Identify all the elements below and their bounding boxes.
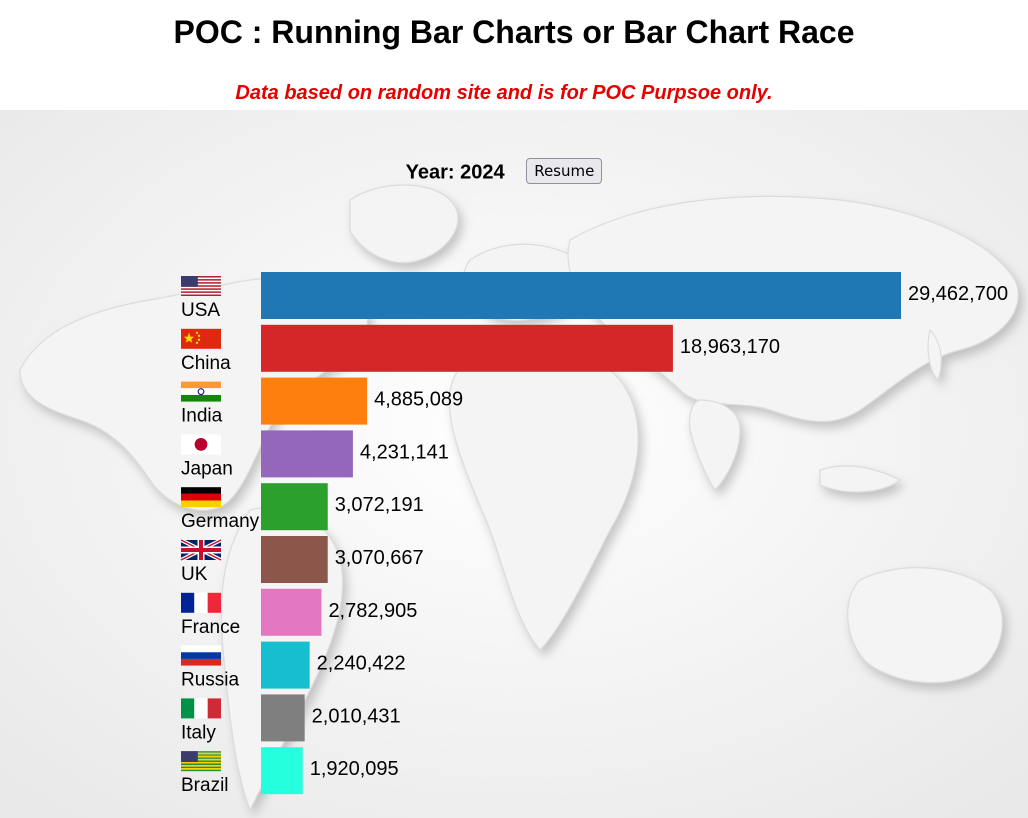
bar-row: China 18,963,170 (181, 324, 780, 374)
value-label: 2,240,422 (317, 653, 406, 675)
value-label: 4,231,141 (360, 441, 449, 463)
category-label: Italy (181, 722, 216, 743)
category-label: Germany (181, 511, 260, 532)
uk-flag-icon (180, 538, 222, 562)
bar-row: India 4,885,089 (181, 377, 463, 427)
value-label: 2,010,431 (312, 705, 401, 727)
category-label: India (181, 406, 223, 427)
italy-flag-icon (181, 698, 221, 719)
china-flag-icon (181, 328, 221, 349)
category-label: Japan (181, 458, 233, 479)
bar-row: UK 3,070,667 (180, 536, 424, 585)
bar (261, 747, 303, 795)
value-label: 3,070,667 (335, 547, 424, 569)
value-label: 1,920,095 (310, 758, 399, 780)
bar (261, 377, 368, 425)
bar (261, 483, 328, 531)
value-label: 29,462,700 (908, 283, 1008, 305)
bar-row: USA 29,462,700 (181, 272, 1008, 321)
bar-row: Italy 2,010,431 (181, 694, 401, 743)
bar-row: Russia 2,240,422 (181, 641, 406, 691)
bar (261, 272, 901, 319)
page-subtitle: Data based on random site and is for POC… (235, 82, 773, 104)
value-label: 2,782,905 (328, 600, 417, 622)
resume-button[interactable]: Resume (526, 158, 603, 184)
bar (261, 536, 328, 583)
value-label: 4,885,089 (374, 389, 463, 411)
bar (261, 588, 322, 636)
bar (261, 694, 305, 742)
us-flag-icon (181, 276, 221, 296)
race-controls: Year: 2024 Resume (0, 158, 1008, 186)
india-flag-icon (181, 381, 221, 402)
page-title: POC : Running Bar Charts or Bar Chart Ra… (173, 14, 855, 50)
bar-row: Japan 4,231,141 (181, 430, 449, 479)
bar-row: France 2,782,905 (181, 588, 417, 638)
japan-flag-icon (181, 434, 221, 455)
category-label: China (181, 353, 231, 374)
category-label: USA (181, 300, 220, 321)
year-value: 2024 (460, 161, 505, 184)
bar (261, 641, 310, 689)
category-label: UK (181, 564, 208, 585)
france-flag-icon (181, 592, 221, 613)
category-label: France (181, 617, 240, 638)
value-label: 18,963,170 (680, 336, 780, 358)
category-label: Brazil (181, 775, 229, 796)
bar-row: Brazil 1,920,095 (181, 747, 399, 796)
bar (261, 430, 353, 478)
category-label: Russia (181, 670, 240, 691)
year-label: Year: (405, 161, 455, 184)
bar (261, 324, 673, 372)
value-label: 3,072,191 (335, 494, 424, 516)
germany-flag-icon (181, 487, 221, 508)
brazil-flag-icon (181, 751, 221, 772)
bar-row: Germany 3,072,191 (181, 483, 424, 532)
russia-flag-icon (181, 645, 221, 666)
